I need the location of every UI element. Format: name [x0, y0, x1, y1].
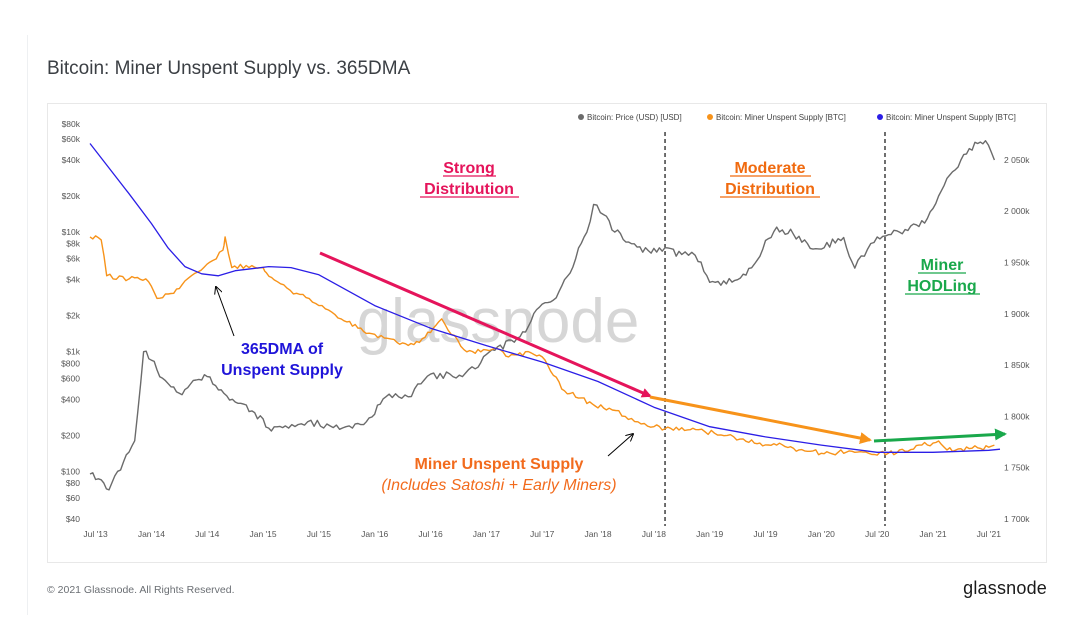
brand-logo: glassnode	[963, 578, 1047, 598]
y-left-tick-label: $20k	[62, 191, 81, 201]
price-series-line	[89, 140, 996, 491]
legend-price-marker	[578, 114, 584, 120]
dma-pointer-arrow	[216, 287, 235, 337]
y-axis-right: 2 050k 2 000k 1 950k 1 900k 1 850k 1 800k 1 75…	[1004, 155, 1030, 524]
y-right-tick-label: 1 800k	[1004, 411, 1030, 421]
x-tick-label: Jan '16	[361, 529, 388, 539]
x-tick-label: Jul '18	[642, 529, 667, 539]
x-tick-label: Jan '21	[919, 529, 946, 539]
y-left-tick-label: $80	[66, 478, 80, 488]
chart-container: glassnode Bitcoin: Price (USD) [USD] Bit…	[47, 103, 1047, 563]
y-right-tick-label: 1 750k	[1004, 463, 1030, 473]
x-tick-label: Jul '17	[530, 529, 555, 539]
x-tick-label: Jul '14	[195, 529, 220, 539]
chart-svg: glassnode Bitcoin: Price (USD) [USD] Bit…	[61, 113, 1030, 539]
y-left-tick-label: $40	[66, 514, 80, 524]
supply-pointer-arrow	[607, 434, 633, 457]
y-left-tick-label: $4k	[66, 275, 80, 285]
y-left-tick-label: $800	[61, 358, 80, 368]
y-left-tick-label: $1k	[66, 347, 80, 357]
legend-supply-marker	[707, 114, 713, 120]
strong-label-line1: Strong	[443, 160, 495, 177]
y-right-tick-label: 1 950k	[1004, 258, 1030, 268]
watermark: glassnode	[357, 287, 640, 356]
supply-label-line2: (Includes Satoshi + Early Miners)	[381, 477, 616, 494]
x-axis: Jul '13 Jan '14 Jul '14 Jan '15 Jul '15 Jan '…	[83, 529, 1001, 539]
y-left-tick-label: $60k	[62, 134, 81, 144]
page-divider	[27, 35, 28, 615]
x-tick-label: Jul '15	[307, 529, 332, 539]
x-tick-label: Jul '13	[83, 529, 108, 539]
y-right-tick-label: 2 000k	[1004, 206, 1030, 216]
y-left-tick-label: $100	[61, 466, 80, 476]
y-left-tick-label: $600	[61, 373, 80, 383]
y-left-tick-label: $200	[61, 430, 80, 440]
miner-hodling-arrow	[873, 428, 1007, 443]
dma-series-line	[89, 143, 1001, 453]
legend-supply-label: Bitcoin: Miner Unspent Supply [BTC]	[716, 113, 846, 122]
y-left-tick-label: $6k	[66, 254, 80, 264]
y-left-tick-label: $10k	[62, 227, 81, 237]
x-tick-label: Jan '15	[249, 529, 276, 539]
y-left-tick-label: $80k	[62, 119, 81, 129]
x-tick-label: Jan '17	[473, 529, 500, 539]
x-tick-label: Jan '20	[808, 529, 835, 539]
x-tick-label: Jan '18	[584, 529, 611, 539]
y-left-tick-label: $8k	[66, 239, 80, 249]
miner-label-line2: HODLing	[907, 278, 976, 295]
x-tick-label: Jan '19	[696, 529, 723, 539]
moderate-label-line2: Distribution	[725, 181, 815, 198]
supply-series-line	[89, 235, 995, 456]
x-tick-label: Jul '20	[865, 529, 890, 539]
y-axis-left: $80k $60k $40k $20k $10k $8k $6k $4k $2k $1k$800 $…	[61, 119, 81, 524]
copyright: © 2021 Glassnode. All Rights Reserved.	[47, 584, 235, 596]
series-lines	[89, 140, 1001, 491]
y-right-tick-label: 1 900k	[1004, 309, 1030, 319]
y-left-tick-label: $400	[61, 394, 80, 404]
x-tick-label: Jul '21	[977, 529, 1002, 539]
dma-label-line2: Unspent Supply	[221, 362, 343, 379]
dma-label-line1: 365DMA of	[241, 341, 324, 358]
y-right-tick-label: 1 700k	[1004, 514, 1030, 524]
y-right-tick-label: 2 050k	[1004, 155, 1030, 165]
x-tick-label: Jul '16	[418, 529, 443, 539]
moderate-label-line1: Moderate	[734, 160, 805, 177]
x-tick-label: Jan '14	[138, 529, 165, 539]
strong-label-line2: Distribution	[424, 181, 514, 198]
y-left-tick-label: $40k	[62, 155, 81, 165]
page-title: Bitcoin: Miner Unspent Supply vs. 365DMA	[47, 58, 411, 79]
y-left-tick-label: $2k	[66, 311, 80, 321]
moderate-distribution-arrow	[649, 395, 872, 444]
legend-price-label: Bitcoin: Price (USD) [USD]	[587, 113, 682, 122]
supply-label-line1: Miner Unspent Supply	[415, 456, 584, 473]
y-left-tick-label: $60	[66, 493, 80, 503]
legend-dma-marker	[877, 114, 883, 120]
strong-distribution-arrow	[319, 251, 652, 398]
miner-label-line1: Miner	[921, 257, 964, 274]
x-tick-label: Jul '19	[753, 529, 778, 539]
legend-dma-label: Bitcoin: Miner Unspent Supply [BTC]	[886, 113, 1016, 122]
legend: Bitcoin: Price (USD) [USD] Bitcoin: Mine…	[578, 113, 1016, 122]
period-dividers	[664, 132, 886, 526]
y-right-tick-label: 1 850k	[1004, 360, 1030, 370]
